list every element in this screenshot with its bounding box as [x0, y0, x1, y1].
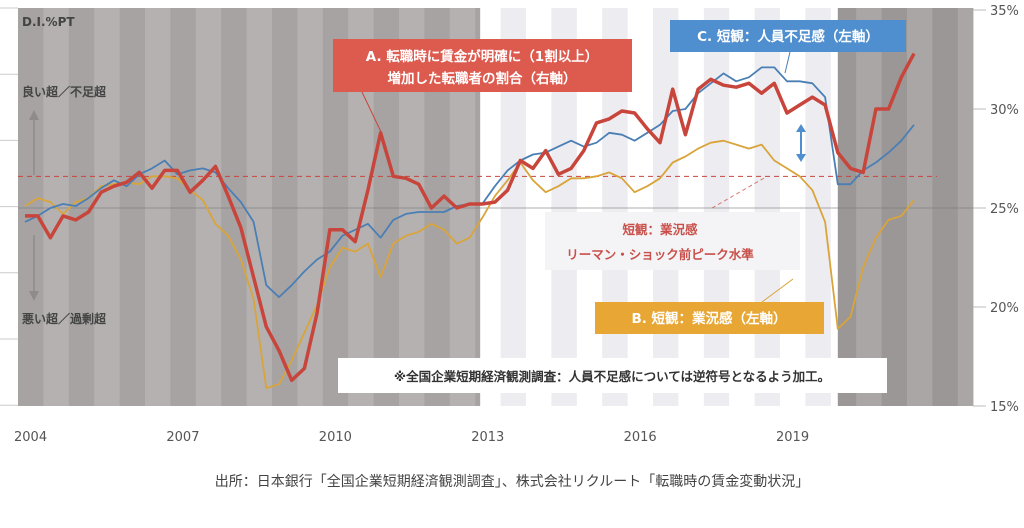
right-axis: 35% 30% 25% 20% 15% — [973, 4, 1019, 415]
series-line-b — [24, 139, 915, 390]
left-axis-up-label: 良い超／不足超 — [22, 84, 107, 99]
a-label-box — [333, 39, 632, 92]
x-axis-tick-label: 2013 — [471, 430, 504, 445]
shading-stripe-dark — [932, 8, 959, 406]
reference-lines — [18, 175, 973, 209]
x-axis-tick-label: 2010 — [319, 430, 352, 445]
a-label-line1: A. 転職時に賃金が明確に（1割以上） — [366, 48, 598, 65]
gap-double-arrow-icon — [796, 124, 806, 162]
right-axis-tick-label: 25% — [990, 202, 1019, 217]
shading-stripe-dark — [881, 8, 908, 406]
shading-stripe-white — [480, 8, 502, 406]
y-unit-label: D.I.%PT — [22, 15, 75, 29]
left-axis-ticks — [0, 7, 18, 406]
right-axis-tick-label: 15% — [990, 400, 1019, 415]
shading-stripe-white — [754, 8, 781, 406]
up-arrow-icon — [29, 110, 39, 175]
c-label: C. 短観：人員不足感（左軸） — [697, 28, 879, 45]
b-leader-line — [761, 278, 794, 303]
down-arrow-icon — [29, 235, 39, 301]
x-axis: 2004 2007 2010 2013 2016 2019 — [14, 430, 809, 445]
peak-leader-line — [711, 176, 767, 209]
c-leader-line — [784, 51, 791, 74]
note-text: ※全国企業短期経済観測調査：人員不足感については逆符号となるよう加工。 — [394, 369, 830, 384]
x-axis-tick-label: 2016 — [624, 430, 657, 445]
shading-stripe-dark — [907, 8, 933, 406]
right-axis-tick-label: 30% — [990, 103, 1019, 118]
peak-label-line1: 短観：業況感 — [622, 222, 698, 237]
x-axis-tick-label: 2007 — [166, 430, 199, 445]
shading-stripe-gray — [119, 8, 146, 406]
a-leader-line — [361, 91, 383, 135]
c-label-box — [670, 20, 906, 52]
x-axis-tick-label: 2019 — [776, 430, 809, 445]
a-label-line2: 増加した転職者の割合（右軸） — [388, 70, 577, 87]
series-lines — [24, 52, 916, 390]
shading-stripe-dark — [856, 8, 883, 406]
shading-stripe-dark — [957, 8, 974, 406]
shading-stripe-gray — [94, 8, 121, 406]
shading-stripe-gray — [145, 8, 171, 406]
shading-stripe-white — [653, 8, 679, 406]
shading-stripe-white — [830, 8, 839, 406]
left-axis-down-label: 悪い超／過剰超 — [22, 311, 107, 326]
b-label-box — [595, 302, 824, 334]
source-text: 出所：日本銀行「全国企業短期経済観測調査」、株式会社リクルート「転職時の賃金変動… — [215, 473, 810, 490]
peak-label-line2: リーマン・ショック前ピーク水準 — [566, 247, 754, 262]
shading-stripe-gray — [195, 8, 222, 406]
shading-stripe-gray — [475, 8, 481, 406]
shading-stripe-gray — [18, 8, 44, 406]
b-label: B. 短観：業況感（左軸） — [631, 310, 786, 327]
shading-stripe-white — [678, 8, 705, 406]
shading-stripe-white — [780, 8, 806, 406]
shading-stripe-gray — [170, 8, 197, 406]
shading-stripe-gray — [272, 8, 298, 406]
note-box — [338, 358, 887, 393]
right-axis-tick-label: 35% — [990, 4, 1019, 19]
shading-stripe-white — [729, 8, 756, 406]
shading-stripe-dark — [837, 8, 857, 406]
right-axis-tick-label: 20% — [990, 301, 1019, 316]
peak-label-box — [545, 212, 800, 270]
series-line-a — [25, 52, 916, 383]
shading-stripe-white — [703, 8, 730, 406]
x-axis-tick-label: 2004 — [14, 430, 47, 445]
